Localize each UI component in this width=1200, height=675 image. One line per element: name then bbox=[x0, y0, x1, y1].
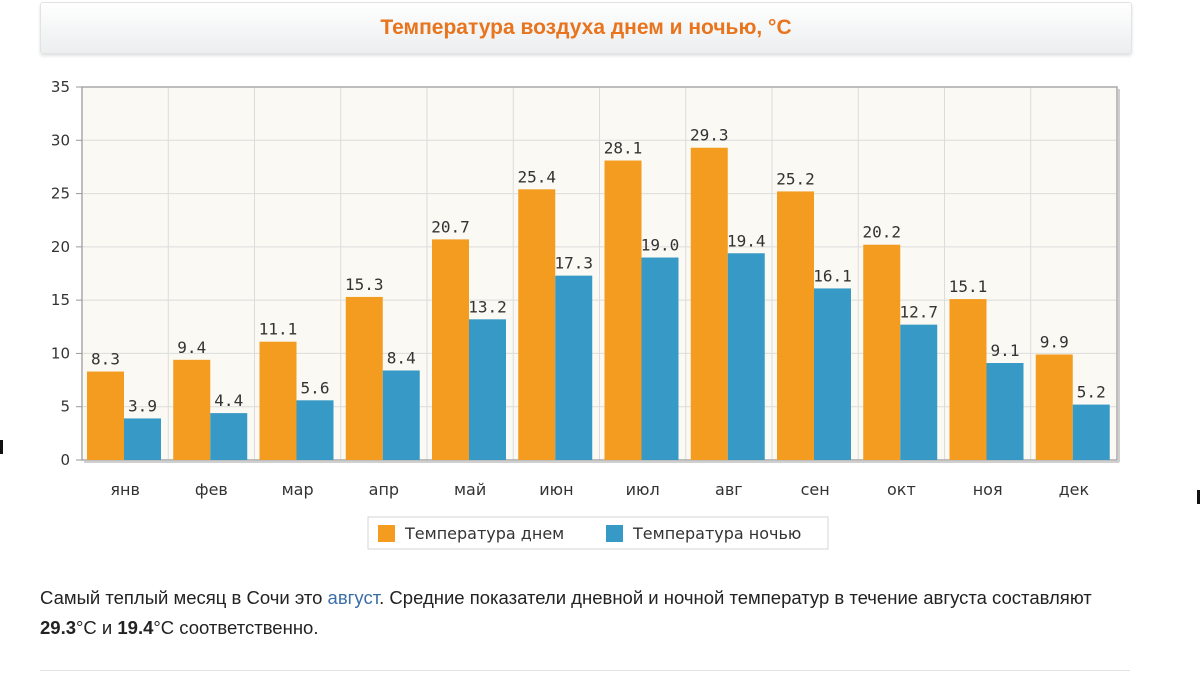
temperature-bar-chart: 0 5 10 15 20 25 30 35 8.3 9.4 11.1 15.3 20.7 25.4 28.… bbox=[51, 78, 1120, 550]
description-text-1: Самый теплый месяц в Сочи это bbox=[40, 587, 328, 608]
data-label-day: 8.3 bbox=[91, 350, 120, 369]
data-label-day: 20.7 bbox=[431, 217, 470, 236]
data-label-night: 16.1 bbox=[813, 266, 852, 285]
legend-box bbox=[367, 516, 829, 550]
y-tick-label: 25 bbox=[51, 185, 70, 203]
legend-swatch-day bbox=[378, 525, 395, 542]
august-link[interactable]: август bbox=[327, 587, 380, 608]
y-tick-label: 20 bbox=[51, 238, 70, 256]
description-text-3: °C и bbox=[76, 617, 118, 638]
x-category-label: мар bbox=[282, 480, 314, 499]
bar-day[interactable] bbox=[1035, 354, 1073, 460]
data-label-night: 5.6 bbox=[301, 378, 330, 397]
bar-day[interactable] bbox=[173, 359, 211, 460]
bar-day[interactable] bbox=[345, 296, 383, 460]
legend-swatch-night bbox=[606, 525, 623, 542]
x-category-label: июл bbox=[626, 480, 660, 499]
data-label-night: 9.1 bbox=[991, 341, 1020, 360]
x-category-label: авг bbox=[715, 480, 743, 499]
day-temp-value: 29.3 bbox=[40, 617, 77, 638]
x-category-label: сен bbox=[801, 480, 830, 499]
description-text-4: °C соответственно. bbox=[153, 617, 319, 638]
data-label-night: 13.2 bbox=[468, 297, 507, 316]
bar-day[interactable] bbox=[863, 244, 901, 460]
data-label-night: 19.0 bbox=[641, 236, 680, 255]
y-tick-label: 10 bbox=[51, 344, 70, 362]
bar-night[interactable] bbox=[124, 418, 161, 460]
data-label-day: 28.1 bbox=[604, 139, 643, 158]
data-label-day: 20.2 bbox=[862, 223, 901, 242]
bar-night[interactable] bbox=[814, 288, 851, 460]
data-label-day: 15.1 bbox=[949, 277, 988, 296]
data-label-day: 9.9 bbox=[1040, 332, 1069, 351]
data-label-night: 17.3 bbox=[554, 254, 593, 273]
x-category-label: янв bbox=[110, 480, 140, 499]
bar-night[interactable] bbox=[986, 363, 1024, 460]
bar-night[interactable] bbox=[382, 370, 420, 460]
data-label-day: 9.4 bbox=[177, 338, 206, 357]
edge-mark-right bbox=[1197, 490, 1200, 504]
data-label-day: 29.3 bbox=[690, 126, 729, 145]
night-temp-value: 19.4 bbox=[117, 617, 154, 638]
data-label-night: 3.9 bbox=[128, 396, 157, 415]
data-label-day: 25.2 bbox=[776, 169, 815, 188]
bar-night[interactable] bbox=[555, 275, 593, 460]
bar-night[interactable] bbox=[900, 324, 938, 460]
bar-night[interactable] bbox=[727, 253, 765, 460]
bar-day[interactable] bbox=[518, 189, 556, 460]
x-category-label: фев bbox=[195, 480, 228, 499]
y-tick-label: 15 bbox=[51, 291, 70, 309]
legend-label-day[interactable]: Температура днем bbox=[404, 524, 564, 543]
bar-night[interactable] bbox=[469, 319, 506, 460]
data-label-night: 5.2 bbox=[1077, 383, 1106, 402]
bar-day[interactable] bbox=[604, 160, 642, 460]
data-label-day: 25.4 bbox=[517, 167, 556, 186]
bar-night[interactable] bbox=[641, 257, 679, 460]
description-paragraph: Самый теплый месяц в Сочи это август. Ср… bbox=[40, 583, 1140, 643]
x-category-label: июн bbox=[539, 480, 573, 499]
data-label-night: 8.4 bbox=[387, 348, 416, 367]
x-category-label: апр bbox=[369, 480, 399, 499]
legend-label-night[interactable]: Температура ночью bbox=[632, 524, 801, 543]
chart-title: Температура воздуха днем и ночью, °C bbox=[380, 16, 792, 39]
edge-mark-left bbox=[0, 440, 3, 454]
plot-frame bbox=[81, 86, 1118, 461]
x-category-label: май bbox=[454, 480, 486, 499]
data-label-night: 4.4 bbox=[214, 391, 243, 410]
chart-title-bar: Температура воздуха днем и ночью, °C bbox=[40, 2, 1132, 54]
bar-day[interactable] bbox=[432, 239, 469, 460]
bottom-divider bbox=[40, 670, 1130, 671]
data-label-night: 12.7 bbox=[899, 303, 938, 322]
y-tick-label: 0 bbox=[60, 451, 70, 469]
description-text-2: . Средние показатели дневной и ночной те… bbox=[379, 587, 1092, 608]
x-category-label: окт bbox=[887, 480, 916, 499]
data-label-day: 15.3 bbox=[345, 275, 384, 294]
y-tick-label: 30 bbox=[51, 131, 70, 149]
data-label-day: 11.1 bbox=[259, 320, 298, 339]
bar-day[interactable] bbox=[949, 299, 987, 460]
bar-night[interactable] bbox=[1072, 404, 1110, 460]
bar-night[interactable] bbox=[296, 400, 334, 460]
bar-day[interactable] bbox=[777, 191, 814, 460]
x-category-label: ноя bbox=[973, 480, 1003, 499]
x-category-label: дек bbox=[1059, 480, 1090, 499]
bar-day[interactable] bbox=[690, 147, 728, 460]
bar-day[interactable] bbox=[259, 341, 297, 460]
bar-night[interactable] bbox=[210, 413, 248, 460]
bar-day[interactable] bbox=[87, 371, 124, 460]
y-tick-label: 35 bbox=[51, 78, 70, 96]
y-tick-label: 5 bbox=[60, 398, 70, 416]
data-label-night: 19.4 bbox=[727, 231, 766, 250]
